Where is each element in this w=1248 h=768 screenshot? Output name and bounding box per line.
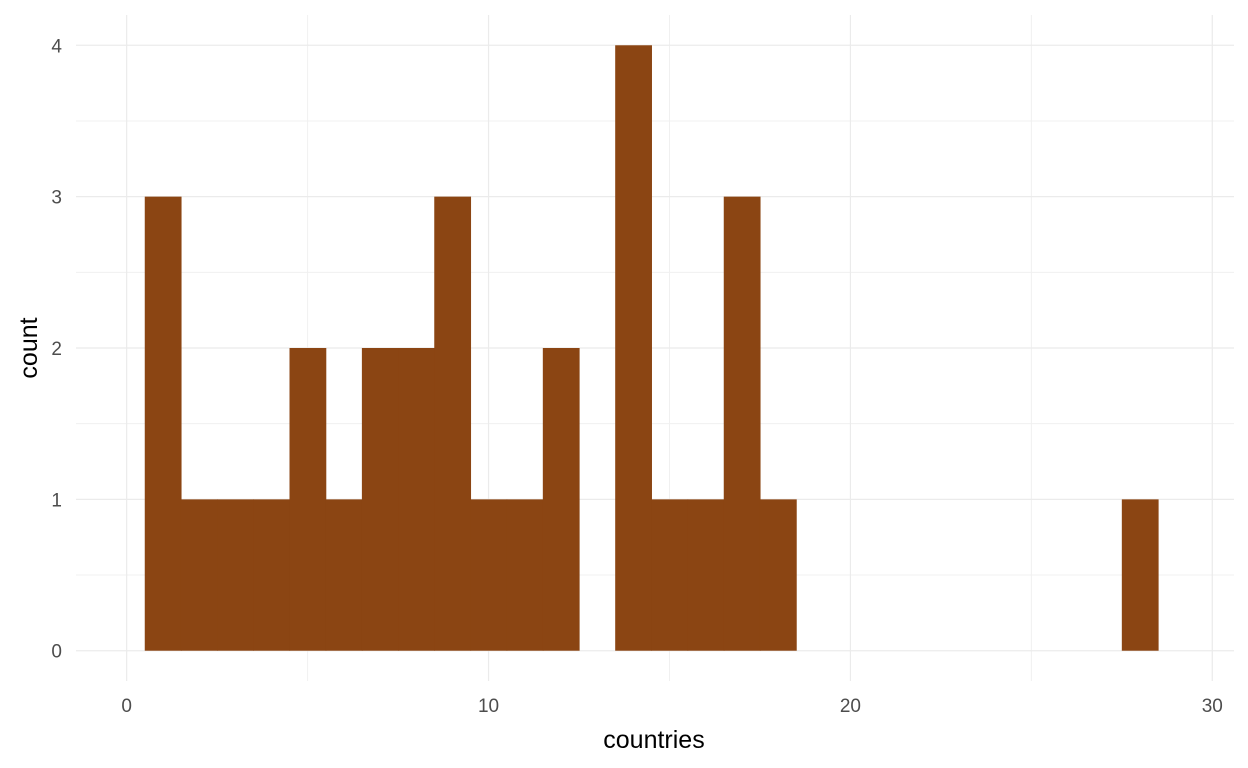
histogram-bar [651, 499, 689, 651]
histogram-bar [723, 196, 761, 651]
histogram-bar [253, 499, 291, 651]
histogram-bar [542, 348, 580, 651]
histogram-bar [398, 348, 435, 651]
x-tick-label: 0 [121, 696, 132, 717]
y-axis-title: count [15, 317, 43, 378]
histogram-bar [687, 499, 725, 651]
histogram-bar [144, 196, 182, 651]
y-tick-label: 4 [51, 36, 62, 57]
histogram-bars [144, 45, 1159, 651]
x-tick-label: 10 [478, 696, 499, 717]
histogram-bar [180, 499, 218, 651]
histogram-bar [506, 499, 544, 651]
histogram-bar [217, 499, 254, 651]
y-tick-label: 1 [51, 490, 62, 511]
y-tick-label: 2 [51, 339, 62, 360]
x-axis-tick-labels: 0 10 20 30 [121, 696, 1222, 717]
histogram-bar [1121, 499, 1159, 651]
y-axis-tick-labels: 0 1 2 3 4 [51, 36, 62, 662]
x-axis-title: countries [603, 726, 704, 754]
histogram-bar [759, 499, 797, 651]
histogram-bar [615, 45, 652, 651]
histogram-bar [434, 196, 472, 651]
histogram-bar [361, 348, 399, 651]
histogram-bar [325, 499, 363, 651]
y-tick-label: 3 [51, 188, 62, 209]
histogram-bar [470, 499, 508, 651]
y-tick-label: 0 [51, 642, 62, 663]
histogram-bar [289, 348, 327, 651]
x-tick-label: 30 [1202, 696, 1223, 717]
x-tick-label: 20 [840, 696, 861, 717]
